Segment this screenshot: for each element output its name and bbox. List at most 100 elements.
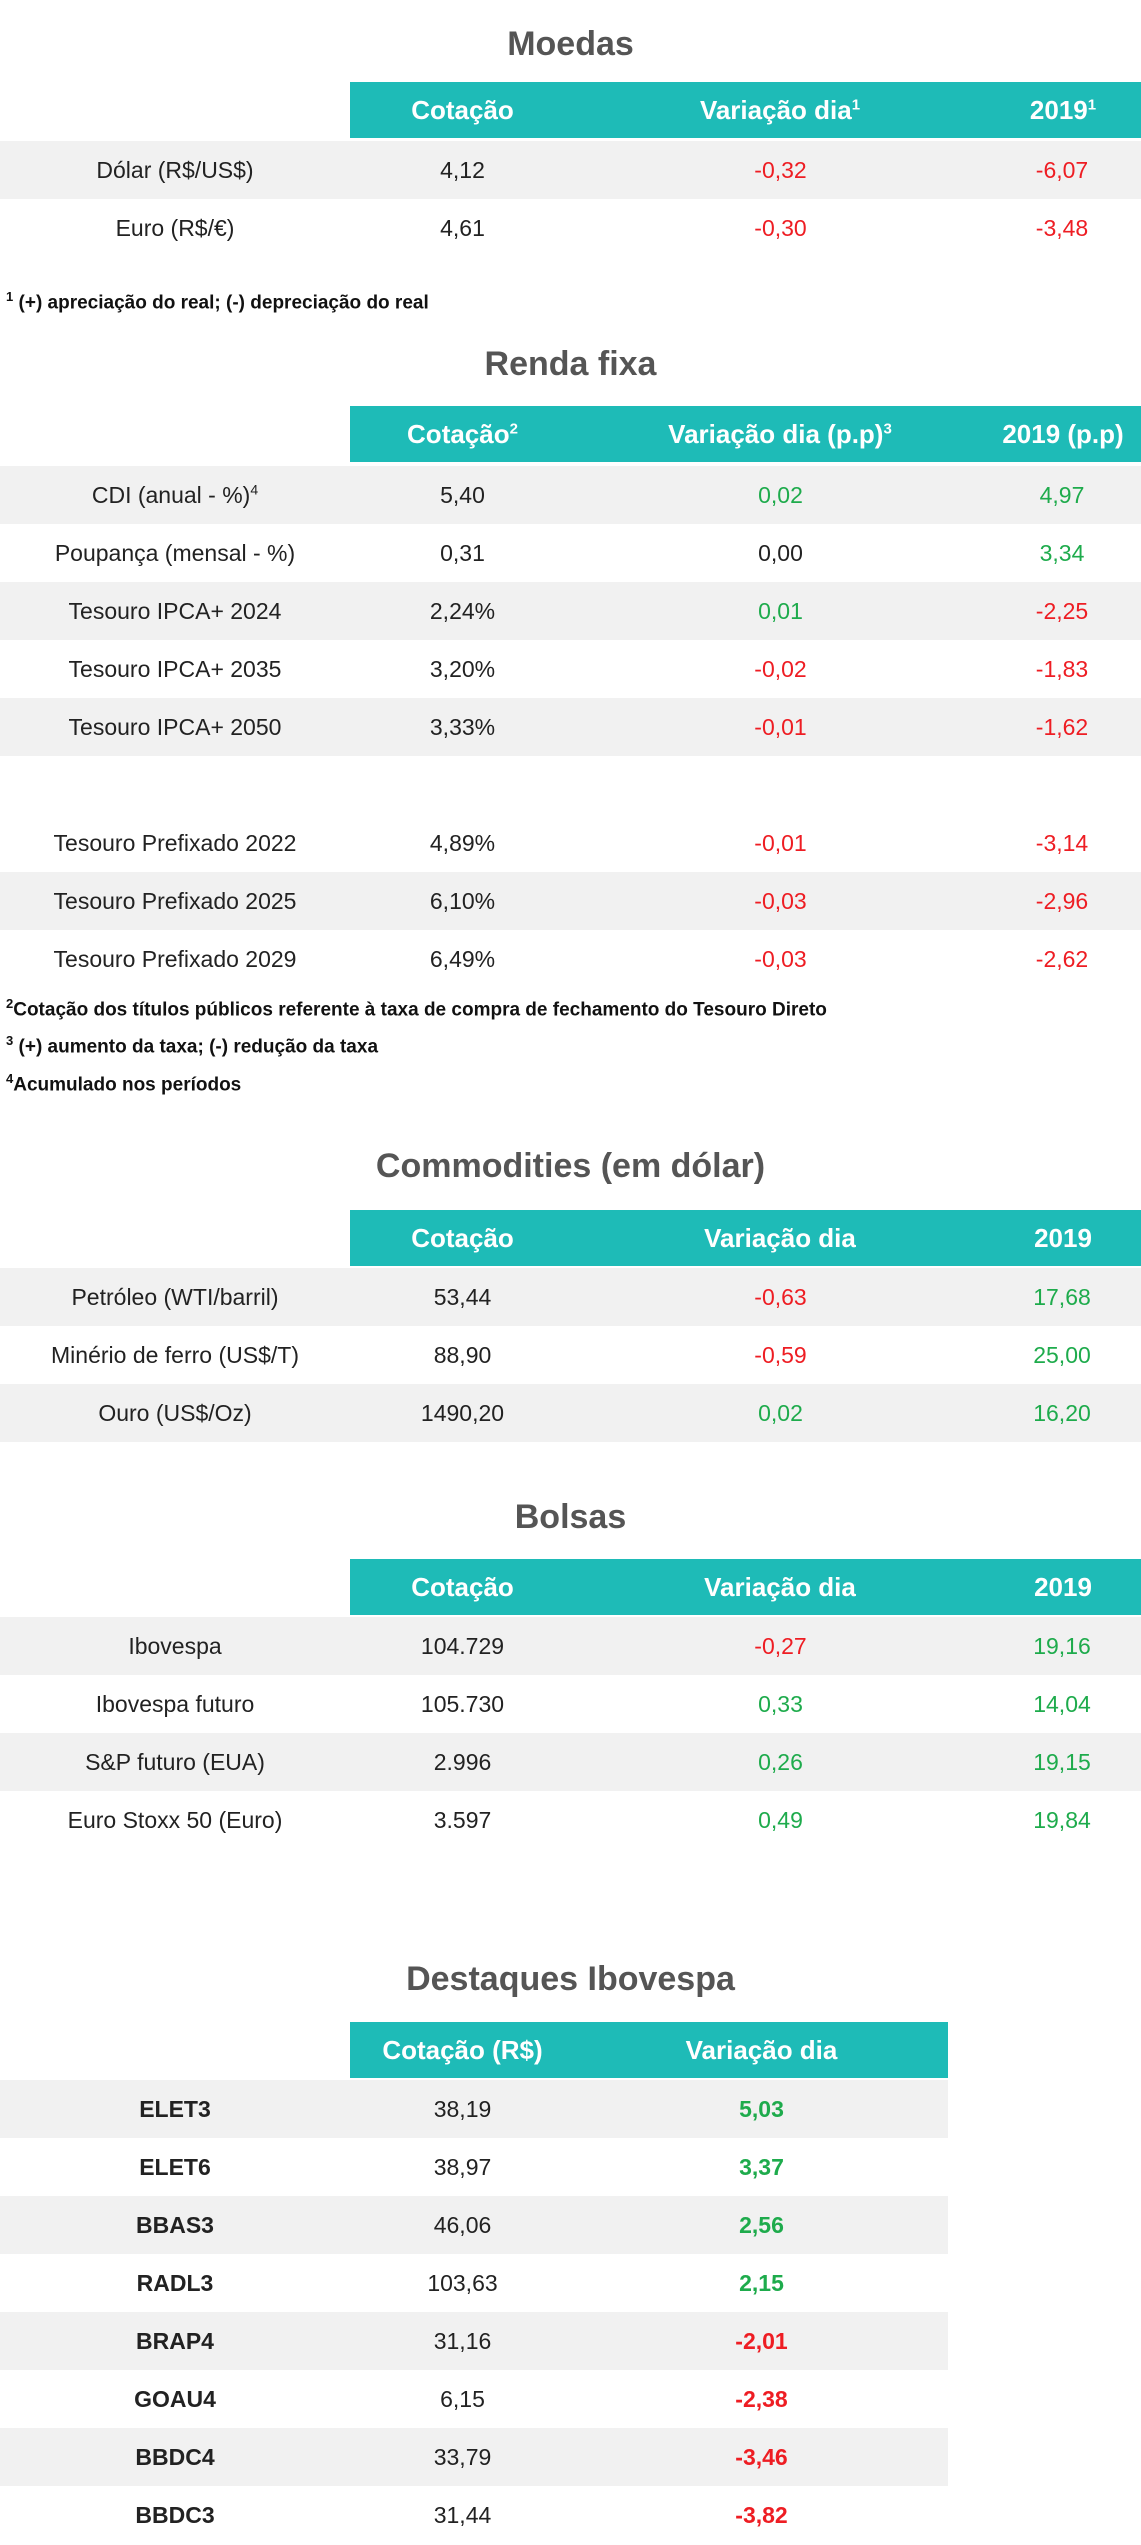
row-2019: 4,97 [1039,482,1085,508]
row-cotacao: 33,79 [433,2444,492,2470]
row-label: Poupança (mensal - %) [54,540,296,566]
row-variacao: -0,02 [754,656,807,682]
row-label: Tesouro Prefixado 2025 [53,888,297,914]
row-ticker: BBDC3 [135,2502,215,2528]
row-2019: -1,62 [1035,714,1089,740]
footnote-4: 4Acumulado nos períodos [6,1071,242,1096]
row-2019: -1,83 [1035,656,1089,682]
header-2019: 2019 (p.p) [985,406,1141,462]
row-cotacao: 3,33% [429,714,496,740]
table-row: Tesouro IPCA+ 2050 3,33% -0,01 -1,62 [0,698,1141,756]
header-cotacao: Cotação [350,1559,575,1615]
row-label: Tesouro IPCA+ 2024 [68,598,282,624]
row-label: Dólar (R$/US$) [96,157,254,183]
row-cotacao: 0,31 [440,540,485,566]
header-variacao: Variação dia [575,1559,985,1615]
table-row: S&P futuro (EUA) 2.996 0,26 19,15 [0,1733,1141,1791]
row-cotacao: 38,19 [433,2096,492,2122]
table-row: Tesouro Prefixado 2025 6,10% -0,03 -2,96 [0,872,1141,930]
header-cotacao: Cotação2 [350,406,575,462]
table-row: Petróleo (WTI/barril) 53,44 -0,63 17,68 [0,1268,1141,1326]
header-2019: 2019 [985,1210,1141,1266]
table-header-moedas: Cotação Variação dia1 20191 [0,82,1141,138]
row-variacao: 0,01 [758,598,803,624]
row-label: Euro (R$/€) [115,215,235,241]
row-variacao: -0,59 [754,1342,807,1368]
row-label: Ibovespa futuro [95,1691,255,1717]
header-cotacao: Cotação (R$) [350,2022,575,2078]
row-variacao: -0,03 [754,888,807,914]
row-variacao: -3,82 [735,2502,788,2528]
row-variacao: -0,03 [754,946,807,972]
table-row: Poupança (mensal - %) 0,31 0,00 3,34 [0,524,1141,582]
section-title-moedas: Moedas [507,25,634,63]
row-2019: 14,04 [1033,1691,1091,1717]
row-2019: -3,48 [1035,215,1089,241]
header-cotacao: Cotação [350,1210,575,1266]
header-variacao: Variação dia [575,1210,985,1266]
row-cotacao: 31,44 [433,2502,492,2528]
row-variacao: 3,37 [739,2154,784,2180]
row-variacao: -0,32 [754,157,807,183]
table-row: Ouro (US$/Oz) 1490,20 0,02 16,20 [0,1384,1141,1442]
row-label: Minério de ferro (US$/T) [51,1342,299,1368]
row-cotacao: 6,15 [440,2386,485,2412]
row-variacao: -2,38 [735,2386,788,2412]
table-row: ELET3 38,19 5,03 [0,2080,948,2138]
row-label: Ibovespa [128,1633,222,1659]
table-row: Ibovespa 104.729 -0,27 19,16 [0,1617,1141,1675]
row-variacao: -0,30 [754,215,807,241]
row-cotacao: 46,06 [433,2212,492,2238]
table-row: Euro Stoxx 50 (Euro) 3.597 0,49 19,84 [0,1791,1141,1849]
row-label: Petróleo (WTI/barril) [71,1284,279,1310]
footnote-3: 3 (+) aumento da taxa; (-) redução da ta… [6,1033,379,1058]
row-cotacao: 5,40 [440,482,485,508]
table-row: BBDC3 31,44 -3,82 [0,2486,948,2544]
row-variacao: 0,02 [758,482,803,508]
row-variacao: 2,15 [739,2270,784,2296]
row-variacao: 2,56 [739,2212,784,2238]
table-row: Tesouro Prefixado 2022 4,89% -0,01 -3,14 [0,814,1141,872]
header-2019: 2019 [985,1559,1141,1615]
row-label: Tesouro IPCA+ 2035 [68,656,282,682]
row-cotacao: 3.597 [433,1807,492,1833]
row-cotacao: 31,16 [433,2328,492,2354]
row-cotacao: 2,24% [429,598,496,624]
table-row: ELET6 38,97 3,37 [0,2138,948,2196]
row-cotacao: 88,90 [433,1342,492,1368]
row-label: Tesouro IPCA+ 2050 [68,714,282,740]
row-variacao: 0,33 [758,1691,803,1717]
row-2019: 17,68 [1033,1284,1091,1310]
row-label: S&P futuro (EUA) [85,1749,265,1775]
row-cotacao: 3,20% [429,656,496,682]
row-2019: -6,07 [1035,157,1089,183]
table-row: Dólar (R$/US$) 4,12 -0,32 -6,07 [0,141,1141,199]
table-row: Ibovespa futuro 105.730 0,33 14,04 [0,1675,1141,1733]
row-2019: -2,25 [1035,598,1089,624]
row-ticker: BBDC4 [135,2444,215,2470]
row-variacao: -0,27 [754,1633,807,1659]
row-label: CDI (anual - %)4 [91,481,259,508]
row-2019: -2,96 [1035,888,1089,914]
table-header-destaques: Cotação (R$) Variação dia [0,2022,948,2078]
section-title-destaques: Destaques Ibovespa [406,1960,735,1998]
row-cotacao: 4,89% [429,830,496,856]
header-variacao: Variação dia (p.p)3 [575,406,985,462]
row-ticker: ELET6 [139,2154,211,2180]
row-variacao: -0,01 [754,714,807,740]
row-cotacao: 4,12 [440,157,485,183]
row-label: Tesouro Prefixado 2029 [53,946,297,972]
row-ticker: BRAP4 [136,2328,214,2354]
row-variacao: -2,01 [735,2328,788,2354]
table-row: BRAP4 31,16 -2,01 [0,2312,948,2370]
row-2019: 19,84 [1033,1807,1091,1833]
row-cotacao: 53,44 [433,1284,492,1310]
table-row: BBAS3 46,06 2,56 [0,2196,948,2254]
table-row: CDI (anual - %)4 5,40 0,02 4,97 [0,466,1141,524]
table-header-renda-fixa: Cotação2 Variação dia (p.p)3 2019 (p.p) [0,406,1141,462]
row-variacao: 0,00 [758,540,803,566]
section-title-commodities: Commodities (em dólar) [375,1147,766,1185]
header-variacao: Variação dia [575,2022,948,2078]
footnote-1: 1 (+) apreciação do real; (-) depreciaçã… [6,289,429,314]
